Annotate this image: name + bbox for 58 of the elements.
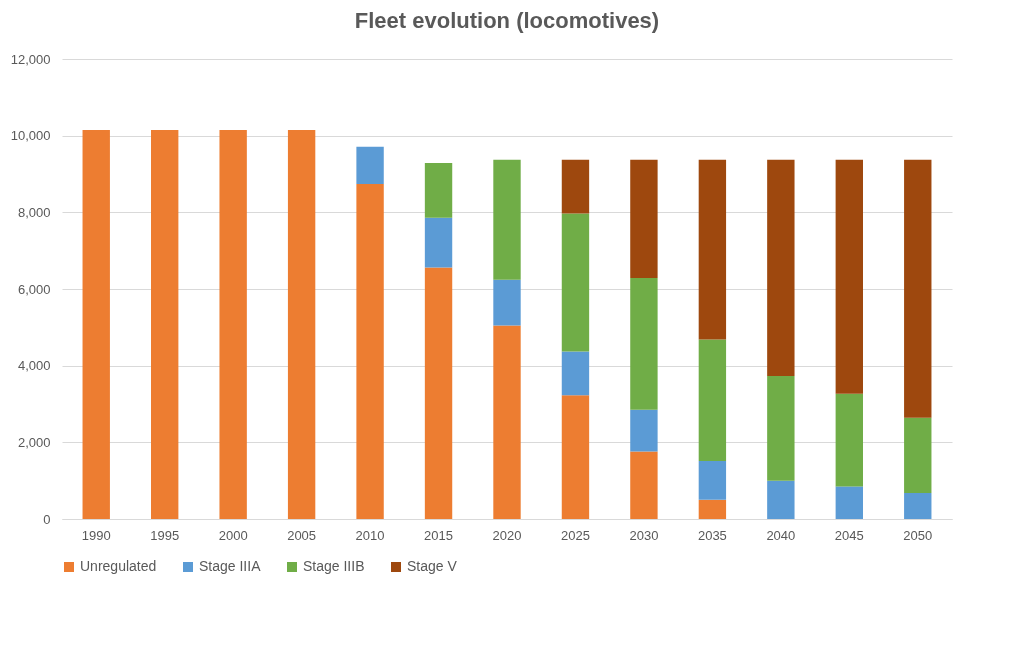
bar: [424, 162, 453, 218]
bar: [698, 499, 727, 519]
bar: [904, 417, 932, 493]
bar: [767, 480, 795, 519]
x-tick-label: 2040: [766, 527, 796, 543]
bar: [767, 376, 795, 481]
bar: [561, 213, 590, 352]
bar: [561, 159, 590, 214]
legend-label: Stage IIIB: [303, 558, 365, 574]
x-tick-label: 2050: [903, 527, 933, 543]
bar: [835, 393, 863, 487]
bar: [82, 129, 110, 519]
bar: [561, 351, 590, 396]
y-tick-label: 10,000: [10, 128, 51, 144]
x-tick-label: 2030: [629, 527, 659, 543]
bar: [356, 146, 384, 184]
bar: [493, 325, 521, 519]
bar: [630, 159, 658, 278]
bar: [561, 395, 590, 519]
y-tick-label: 6,000: [17, 281, 51, 297]
bar: [698, 461, 727, 500]
legend-label: Stage IIIA: [199, 558, 262, 574]
x-tick-label: 2045: [834, 527, 864, 543]
legend-label: Unregulated: [80, 558, 157, 574]
bar: [356, 183, 384, 519]
bar: [835, 159, 863, 394]
x-tick-label: 2010: [355, 527, 385, 543]
y-tick-label: 0: [43, 511, 51, 527]
x-tick-label: 2015: [424, 527, 453, 543]
bar: [493, 159, 521, 280]
x-tick-label: 2035: [697, 527, 727, 543]
x-tick-label: 1995: [150, 527, 180, 543]
x-tick-label: 2000: [218, 527, 248, 543]
bar: [904, 492, 932, 519]
bar: [630, 277, 658, 410]
bar: [424, 267, 453, 519]
bar: [698, 159, 727, 340]
legend-label: Stage V: [407, 558, 458, 574]
bar: [630, 451, 658, 519]
x-tick-label: 2005: [287, 527, 317, 543]
bar: [630, 409, 658, 452]
chart-title: Fleet evolution (locomotives): [354, 8, 660, 33]
bar: [287, 129, 316, 519]
y-tick-label: 12,000: [10, 51, 51, 67]
bar: [904, 159, 932, 418]
bar: [424, 217, 453, 268]
x-tick-label: 1990: [81, 527, 111, 543]
bar: [767, 159, 795, 377]
bar: [698, 339, 727, 462]
x-tick-label: 2020: [492, 527, 522, 543]
bar: [493, 279, 521, 326]
y-tick-label: 2,000: [17, 434, 51, 450]
bar: [151, 129, 179, 519]
x-tick-label: 2025: [561, 527, 590, 543]
bar: [835, 486, 863, 519]
y-tick-label: 8,000: [17, 204, 51, 220]
y-tick-label: 4,000: [17, 358, 51, 374]
bar: [219, 129, 247, 519]
